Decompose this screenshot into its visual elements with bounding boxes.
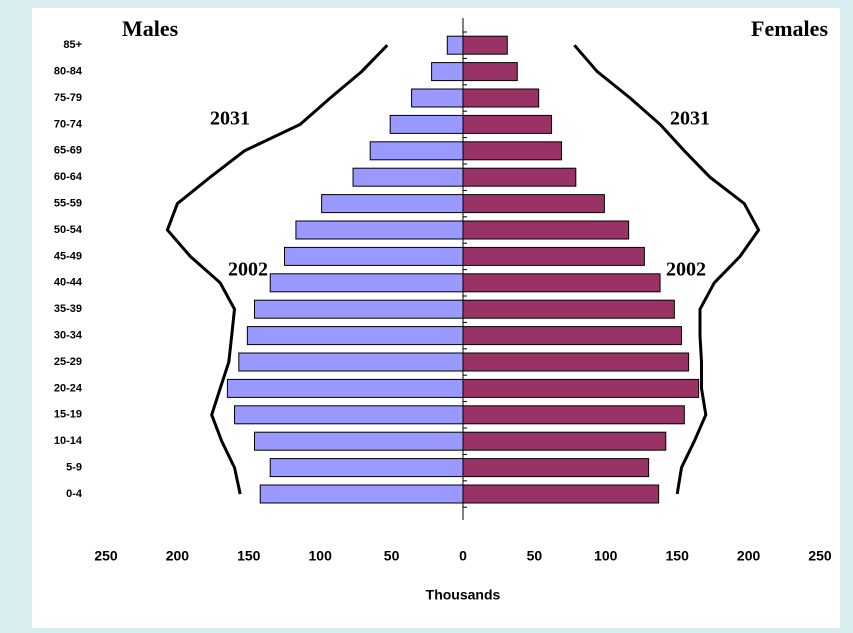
x-tick-label: 150 (666, 548, 690, 564)
bar (295, 220, 464, 240)
bar (284, 246, 464, 266)
x-tick-label: 0 (459, 548, 467, 564)
bar (462, 88, 540, 108)
y-tick-label: 35-39 (54, 303, 82, 315)
bar (462, 220, 630, 240)
bar (369, 141, 464, 161)
projection-line (165, 44, 389, 495)
x-tick-label: 50 (384, 548, 400, 564)
bar (352, 167, 464, 187)
y-tick-label: 65-69 (54, 145, 82, 157)
bar (389, 114, 464, 134)
y-tick-label: 0-4 (66, 488, 83, 500)
bar (269, 458, 464, 478)
bar (462, 352, 690, 372)
y-tick-label: 45-49 (54, 250, 82, 262)
bar (462, 246, 645, 266)
bar (254, 299, 464, 319)
bar-annotation: 2002 (228, 259, 268, 281)
x-tick-label: 100 (309, 548, 333, 564)
bar (431, 62, 464, 82)
bar (462, 326, 682, 346)
bar (269, 273, 464, 293)
bar (462, 35, 508, 55)
bar (462, 62, 518, 82)
bar (446, 35, 464, 55)
y-tick-label: 85+ (63, 39, 82, 51)
line-annotation: 2031 (670, 108, 710, 130)
bar (462, 194, 605, 214)
y-tick-label: 50-54 (54, 224, 83, 236)
bar (226, 378, 464, 398)
y-tick-label: 55-59 (54, 198, 82, 210)
bar (462, 167, 577, 187)
x-tick-label: 100 (594, 548, 618, 564)
x-tick-label: 150 (237, 548, 261, 564)
x-tick-label: 250 (808, 548, 832, 564)
bar (462, 484, 660, 504)
bar (462, 378, 700, 398)
x-tick-label: 200 (737, 548, 761, 564)
bar (462, 299, 675, 319)
line-annotation: 2031 (210, 108, 250, 130)
bar (462, 431, 667, 451)
y-tick-label: 75-79 (54, 92, 82, 104)
x-tick-label: 50 (527, 548, 543, 564)
bar (238, 352, 464, 372)
bar (234, 405, 464, 425)
bar (254, 431, 464, 451)
y-tick-label: 5-9 (66, 462, 82, 474)
bar (462, 273, 661, 293)
y-tick-label: 20-24 (54, 382, 83, 394)
bar (462, 405, 685, 425)
y-tick-label: 30-34 (54, 330, 83, 342)
y-tick-label: 40-44 (54, 277, 83, 289)
bar (462, 114, 553, 134)
bar-annotation: 2002 (666, 259, 706, 281)
y-tick-label: 60-64 (54, 171, 83, 183)
projection-line (573, 44, 761, 495)
x-tick-label: 200 (166, 548, 190, 564)
bar (259, 484, 464, 504)
x-axis-label: Thousands (426, 587, 501, 603)
y-tick-label: 25-29 (54, 356, 82, 368)
bar (411, 88, 464, 108)
bar (462, 141, 563, 161)
bar (321, 194, 464, 214)
y-tick-label: 70-74 (54, 118, 83, 130)
x-tick-label: 250 (94, 548, 118, 564)
bar (246, 326, 464, 346)
bar (462, 458, 650, 478)
females-label: Females (751, 16, 828, 41)
males-label: Males (122, 16, 179, 41)
y-tick-label: 15-19 (54, 409, 82, 421)
y-tick-label: 10-14 (54, 435, 83, 447)
y-tick-label: 80-84 (54, 66, 83, 78)
